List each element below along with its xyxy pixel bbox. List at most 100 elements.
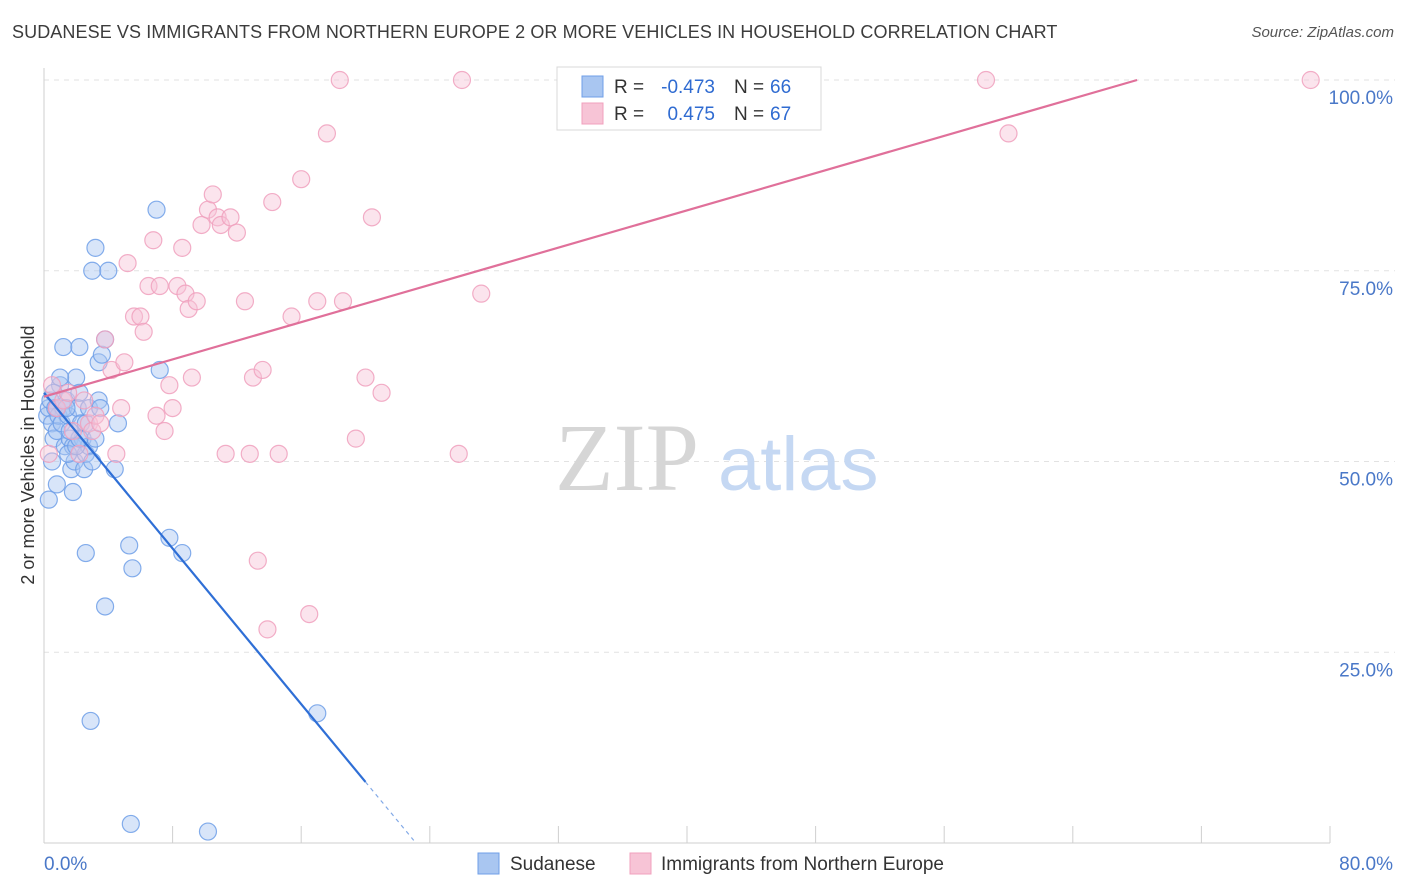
- scatter-point-sudanese: [67, 368, 86, 387]
- scatter-point-northern-europe: [292, 170, 311, 189]
- scatter-point-northern-europe: [449, 444, 468, 463]
- scatter-point-sudanese: [198, 822, 218, 841]
- scatter-point-northern-europe: [39, 444, 58, 463]
- scatter-point-sudanese: [95, 597, 115, 616]
- scatter-point-sudanese: [121, 814, 140, 834]
- scatter-point-northern-europe: [240, 444, 259, 463]
- scatter-point-northern-europe: [203, 185, 222, 204]
- scatter-point-northern-europe: [134, 322, 153, 341]
- y-tick-label: 75.0%: [1339, 279, 1393, 300]
- scatter-point-northern-europe: [372, 383, 391, 402]
- scatter-point-sudanese: [105, 460, 124, 479]
- scatter-point-northern-europe: [221, 208, 240, 227]
- scatter-point-northern-europe: [91, 414, 110, 433]
- axes: [43, 68, 1331, 844]
- scatter-point-sudanese: [308, 704, 327, 723]
- scatter-point-sudanese: [54, 337, 73, 357]
- scatter-point-northern-europe: [976, 70, 996, 90]
- scatter-point-northern-europe: [118, 254, 137, 273]
- scatter-point-northern-europe: [258, 620, 277, 639]
- legend-n-label-0: N =: [734, 77, 764, 98]
- scatter-point-sudanese: [108, 414, 128, 433]
- legend-r-value-0: -0.473: [661, 77, 715, 98]
- legend-swatch-sudanese: [581, 75, 604, 98]
- scatter-point-northern-europe: [346, 429, 365, 448]
- scatter-point-sudanese: [76, 543, 95, 563]
- scatter-point-sudanese: [120, 536, 139, 555]
- scatter-point-northern-europe: [216, 444, 235, 463]
- scatter-point-northern-europe: [243, 368, 263, 387]
- scatter-point-sudanese: [39, 490, 58, 509]
- trend-line-northern-europe: [43, 78, 1138, 398]
- legend-inset: R = -0.473 N = 66 R = 0.475 N = 67: [556, 66, 822, 131]
- scatter-point-northern-europe: [112, 398, 131, 418]
- x-tick-label-min: 0.0%: [44, 854, 87, 875]
- scatter-point-sudanese: [92, 345, 111, 364]
- scatter-point-sudanese: [81, 711, 100, 731]
- y-tick-label: 100.0%: [1329, 88, 1394, 109]
- legend-r-label-0: R =: [614, 77, 644, 98]
- scatter-point-northern-europe: [70, 444, 89, 463]
- trend-lines: [43, 78, 1138, 841]
- bottom-legend-swatch-sudanese: [477, 852, 500, 875]
- legend-n-label-1: N =: [734, 104, 764, 125]
- scatter-point-northern-europe: [235, 292, 255, 311]
- scatter-point-northern-europe: [1301, 70, 1320, 90]
- scatter-point-northern-europe: [187, 292, 206, 311]
- legend-r-value-1: 0.475: [667, 104, 715, 125]
- watermark: ZIP atlas: [555, 404, 879, 511]
- scatter-point-northern-europe: [95, 330, 115, 349]
- scatter-point-northern-europe: [150, 276, 169, 296]
- chart-title: SUDANESE VS IMMIGRANTS FROM NORTHERN EUR…: [12, 22, 1058, 42]
- bottom-legend: Sudanese Immigrants from Northern Europe: [477, 852, 944, 875]
- scatter-point-northern-europe: [115, 353, 134, 372]
- watermark-zip: ZIP: [555, 404, 699, 511]
- scatter-point-northern-europe: [253, 360, 272, 380]
- scatter-point-northern-europe: [155, 421, 174, 441]
- scatter-point-northern-europe: [163, 398, 182, 418]
- scatter-point-northern-europe: [472, 284, 491, 303]
- bottom-legend-label-northern-europe: Immigrants from Northern Europe: [661, 854, 944, 875]
- scatter-point-northern-europe: [42, 376, 62, 395]
- scatter-point-northern-europe: [362, 208, 382, 227]
- scatter-point-northern-europe: [107, 444, 126, 463]
- scatter-point-northern-europe: [317, 124, 337, 143]
- scatter-point-northern-europe: [182, 368, 201, 387]
- y-tick-label: 50.0%: [1339, 470, 1393, 491]
- scatter-point-sudanese: [47, 475, 66, 494]
- scatter-point-sudanese: [89, 391, 108, 410]
- scatter-point-northern-europe: [227, 223, 246, 242]
- scatter-point-northern-europe: [144, 231, 163, 250]
- bottom-legend-label-sudanese: Sudanese: [510, 854, 596, 875]
- trend-line-sudanese-extension: [365, 781, 415, 841]
- scatter-point-sudanese: [86, 238, 105, 257]
- scatter-point-northern-europe: [173, 238, 192, 257]
- y-axis-label: 2 or more Vehicles in Household: [18, 325, 38, 584]
- trend-line-sudanese: [43, 392, 367, 783]
- tick-labels: 25.0% 50.0% 75.0% 100.0% 0.0% 80.0%: [44, 88, 1393, 875]
- watermark-atlas: atlas: [718, 422, 879, 507]
- scatter-point-northern-europe: [999, 124, 1018, 143]
- y-tick-label: 25.0%: [1339, 660, 1393, 681]
- scatter-point-sudanese: [150, 360, 169, 380]
- scatter-point-northern-europe: [269, 444, 288, 463]
- scatter-point-northern-europe: [308, 292, 327, 311]
- scatter-point-northern-europe: [147, 406, 166, 425]
- scatter-point-northern-europe: [131, 307, 150, 326]
- scatter-point-northern-europe: [75, 391, 94, 410]
- scatter-point-sudanese: [83, 261, 102, 280]
- scatter-point-northern-europe: [452, 70, 472, 90]
- scatter-point-northern-europe: [63, 421, 83, 441]
- legend-r-label-1: R =: [614, 104, 644, 125]
- scatter-point-northern-europe: [356, 368, 375, 387]
- x-tick-label-max: 80.0%: [1339, 854, 1393, 875]
- scatter-point-northern-europe: [160, 376, 179, 395]
- legend-n-value-0: 66: [770, 77, 791, 98]
- scatter-point-northern-europe: [124, 307, 144, 326]
- legend-n-value-1: 67: [770, 104, 791, 125]
- scatter-point-northern-europe: [211, 215, 230, 235]
- scatter-point-northern-europe: [263, 192, 282, 212]
- scatter-point-northern-europe: [192, 215, 211, 235]
- scatter-point-sudanese: [99, 261, 118, 280]
